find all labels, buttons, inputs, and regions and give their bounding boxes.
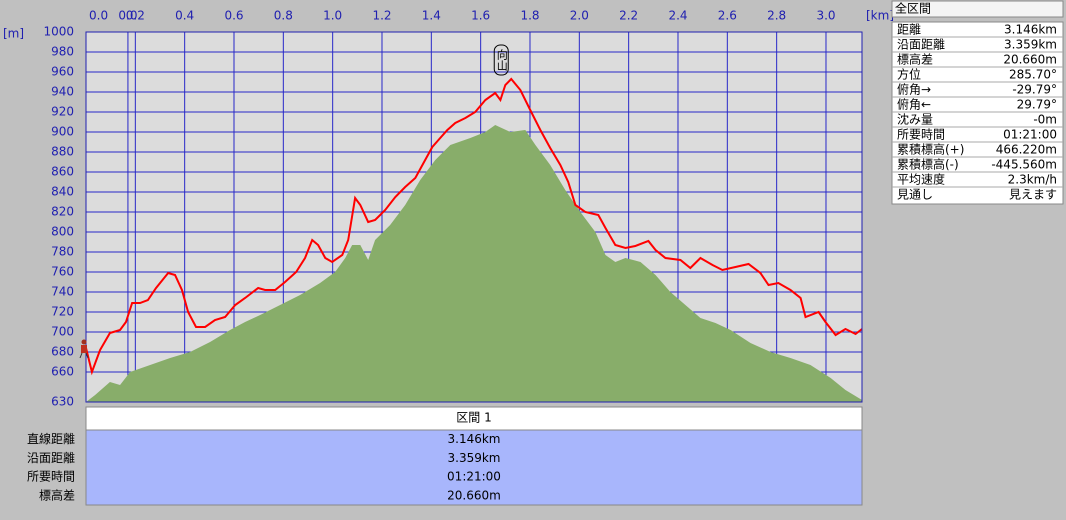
y-tick-label: 980 — [51, 45, 74, 59]
x-tick-label: 0.2 — [126, 9, 145, 23]
x-tick-label: 0.8 — [274, 9, 293, 23]
elevation-line — [85, 77, 863, 376]
y-tick-label: 920 — [51, 105, 74, 119]
y-tick-label: 700 — [51, 325, 74, 339]
y-tick-label: 900 — [51, 125, 74, 139]
y-tick-label: 800 — [51, 225, 74, 239]
x-tick-label: 1.2 — [372, 9, 391, 23]
x-tick-label: 1.8 — [520, 9, 539, 23]
panel-value: 3.359km — [1004, 38, 1057, 52]
x-tick-label: 1.0 — [323, 9, 342, 23]
y-tick-label: 720 — [51, 305, 74, 319]
table-value: 01:21:00 — [447, 470, 501, 484]
x-tick-label: 2.8 — [767, 9, 786, 23]
panel-label: 方位 — [897, 67, 921, 82]
panel-value: 29.79° — [1017, 98, 1057, 112]
panel-value: -445.560m — [991, 158, 1057, 172]
table-value: 3.146km — [448, 432, 501, 446]
x-tick-label: 0.4 — [175, 9, 194, 23]
panel-value: 466.220m — [996, 143, 1057, 157]
table-value: 20.660m — [447, 488, 501, 502]
panel-value: 見えます — [1009, 188, 1057, 202]
terrain-area — [86, 125, 862, 402]
panel-label: 見通し — [897, 188, 933, 202]
y-tick-label: 680 — [51, 345, 74, 359]
panel-title: 全区間 — [895, 1, 931, 16]
panel-label: 平均速度 — [897, 172, 945, 187]
y-tick-label: 630 — [51, 395, 74, 409]
panel-value: 3.146km — [1004, 23, 1057, 37]
panel-label: 累積標高(-) — [897, 157, 959, 172]
y-tick-label: 860 — [51, 165, 74, 179]
x-tick-label: 1.4 — [422, 9, 441, 23]
panel-label: 沿面距離 — [897, 38, 945, 52]
peak-label-box — [493, 44, 509, 76]
panel-value: 20.660m — [1003, 53, 1057, 67]
y-tick-label: 880 — [51, 145, 74, 159]
table-rows: 直線距離 3.146km 沿面距離 3.359km 所要時間 01:21:00 標高差 20.… — [27, 431, 501, 502]
y-tick-label: 940 — [51, 85, 74, 99]
y-tick-label: 760 — [51, 265, 74, 279]
table-label: 標高差 — [39, 487, 75, 502]
y-tick-label: 820 — [51, 205, 74, 219]
panel-value: -29.79° — [1012, 83, 1057, 97]
panel-label: 距離 — [897, 23, 921, 37]
panel-value: 2.3km/h — [1008, 173, 1057, 187]
panel-label: 俯角→ — [897, 82, 931, 97]
y-tick-label: 1000 — [43, 25, 74, 39]
x-tick-label: 0.6 — [224, 9, 243, 23]
table-label: 直線距離 — [27, 431, 75, 446]
x-tick-label: 2.6 — [718, 9, 737, 23]
x-tick-label: 3.0 — [816, 9, 835, 23]
plot-frame — [85, 31, 863, 403]
peak-label: 向山 — [495, 48, 508, 71]
panel-title-box — [891, 0, 1064, 18]
panel-label: 累積標高(+) — [897, 142, 964, 157]
table-header: 区間 1 — [456, 411, 491, 425]
x-tick-label: 1.6 — [471, 9, 490, 23]
x-tick-label: 2.2 — [619, 9, 638, 23]
panel-value: 285.70° — [1009, 68, 1057, 82]
x-axis-unit: [km] — [866, 9, 894, 23]
panel-label: 所要時間 — [897, 128, 945, 142]
panel-label: 俯角← — [897, 97, 931, 112]
panel-rows: 距離 3.146km 沿面距離 3.359km 標高差 20.660m 方位 285.70° 俯… — [892, 23, 1063, 202]
table-label: 沿面距離 — [27, 451, 75, 465]
y-tick-label: 740 — [51, 285, 74, 299]
panel-label: 標高差 — [897, 52, 933, 67]
x-tick-label: 0.0 — [89, 9, 108, 23]
table-value: 3.359km — [448, 451, 501, 465]
panel-label: 沈み量 — [897, 112, 933, 127]
y-tick-label: 960 — [51, 65, 74, 79]
x-tick-label: 0.0 — [118, 9, 137, 23]
y-tick-label: 840 — [51, 185, 74, 199]
panel-value: 01:21:00 — [1003, 128, 1057, 142]
y-tick-label: 660 — [51, 365, 74, 379]
y-axis-unit: [m] — [3, 27, 24, 41]
x-tick-label: 2.4 — [668, 9, 687, 23]
panel-value: -0m — [1033, 113, 1057, 127]
table-label: 所要時間 — [27, 470, 75, 484]
hiker-icon — [79, 339, 89, 359]
x-tick-label: 2.0 — [570, 9, 589, 23]
table-body — [85, 429, 863, 506]
y-tick-label: 780 — [51, 245, 74, 259]
